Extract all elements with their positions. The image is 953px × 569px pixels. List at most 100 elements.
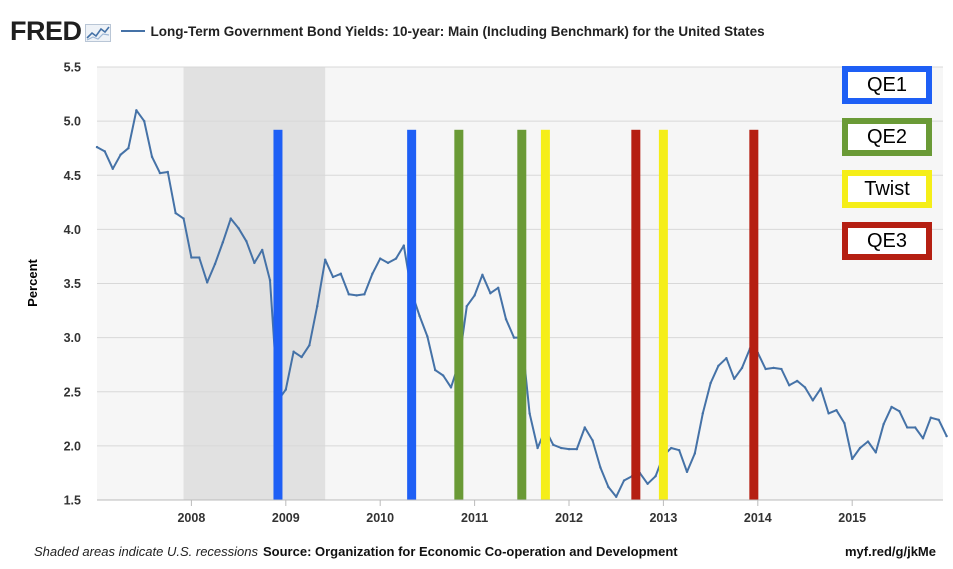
data-point: [622, 479, 626, 482]
data-point: [497, 286, 500, 290]
y-tick-label: 5.0: [64, 115, 81, 129]
data-point: [882, 423, 885, 426]
y-axis: 1.5 2.0 2.5 3.0 3.5 4.0 4.5 5.0 5.5: [64, 61, 81, 508]
data-point: [599, 466, 602, 469]
data-point: [504, 318, 508, 321]
program-markers: [273, 129, 759, 500]
data-point: [166, 170, 169, 174]
data-point: [386, 261, 390, 265]
data-point: [150, 155, 154, 159]
data-point: [512, 336, 516, 339]
source-note: Source: Organization for Economic Co-ope…: [263, 544, 678, 559]
data-point: [158, 171, 162, 175]
data-point: [567, 447, 571, 451]
data-point: [135, 109, 138, 112]
data-point: [536, 446, 539, 450]
legend-box-qe1: QE1: [842, 66, 932, 104]
data-point: [473, 294, 476, 297]
data-point: [481, 273, 484, 277]
x-tick-label: 2012: [555, 511, 583, 525]
data-point: [221, 241, 225, 244]
y-tick-label: 2.5: [64, 385, 81, 399]
data-point: [913, 426, 917, 429]
data-point: [575, 447, 579, 451]
data-point: [237, 227, 240, 230]
y-tick-label: 4.0: [64, 223, 81, 237]
data-point: [733, 377, 736, 380]
data-point: [709, 381, 712, 385]
data-point: [528, 412, 531, 415]
data-point: [552, 443, 555, 446]
legend-box-qe2: QE2: [842, 118, 932, 156]
data-point: [119, 153, 122, 156]
y-tick-label: 4.5: [64, 169, 81, 183]
program-marker-qe1: [407, 129, 417, 500]
legend-box-qe3: QE3: [842, 222, 932, 260]
x-tick-label: 2008: [177, 511, 205, 525]
data-point: [945, 434, 948, 438]
data-point: [449, 386, 453, 389]
program-marker-twist: [540, 129, 550, 500]
legend-box-twist: Twist: [842, 170, 932, 208]
data-point: [229, 217, 232, 220]
data-point: [607, 485, 610, 489]
chart-title: Long-Term Government Bond Yields: 10-yea…: [150, 23, 765, 39]
data-point: [103, 150, 107, 153]
data-point: [906, 426, 909, 429]
data-point: [300, 355, 303, 359]
data-point: [95, 145, 99, 149]
legend-swatch: [120, 30, 145, 32]
data-point: [654, 474, 657, 478]
data-point: [795, 379, 799, 383]
data-point: [725, 356, 728, 360]
data-point: [441, 374, 445, 377]
data-point: [182, 217, 185, 220]
data-point: [890, 405, 893, 409]
data-point: [670, 446, 673, 450]
data-point: [898, 410, 901, 413]
sparkline-icon: [84, 24, 111, 42]
data-point: [646, 482, 649, 485]
x-tick-label: 2015: [838, 511, 866, 525]
data-point: [190, 256, 193, 259]
data-point: [402, 244, 405, 247]
legend-box-label: QE2: [866, 125, 908, 148]
data-point: [788, 384, 791, 387]
data-point: [205, 281, 209, 284]
data-point: [591, 439, 594, 442]
data-point: [379, 257, 382, 260]
data-point: [780, 367, 783, 371]
x-axis: 2008 2009 2010 2011 2012 2013 2014 2015: [97, 499, 943, 525]
data-point: [308, 344, 311, 347]
data-point: [772, 366, 775, 370]
data-point: [465, 305, 468, 308]
data-point: [489, 292, 492, 295]
data-point: [851, 457, 854, 461]
x-tick-label: 2013: [649, 511, 677, 525]
data-point: [394, 257, 398, 260]
data-point: [811, 399, 815, 402]
data-point: [268, 279, 272, 282]
data-point: [347, 293, 350, 296]
y-axis-label: Percent: [25, 258, 40, 306]
data-point: [693, 452, 697, 455]
fred-logo[interactable]: FRED: [10, 15, 82, 46]
data-point: [284, 388, 287, 391]
x-tick-label: 2014: [744, 511, 772, 525]
program-marker-qe2: [454, 129, 464, 500]
data-point: [143, 119, 146, 123]
short-link[interactable]: myf.red/g/jkMe: [844, 544, 936, 559]
data-point: [803, 386, 807, 389]
data-point: [434, 368, 437, 372]
y-tick-label: 5.5: [64, 61, 81, 75]
data-point: [331, 275, 335, 279]
data-point: [929, 416, 933, 419]
recession-note: Shaded areas indicate U.S. recessions: [34, 544, 259, 559]
x-tick-label: 2011: [461, 511, 488, 525]
data-point: [921, 437, 925, 440]
data-point: [858, 446, 862, 450]
data-point: [426, 335, 429, 338]
data-point: [615, 495, 618, 498]
program-marker-qe2: [517, 129, 527, 500]
data-point: [261, 248, 264, 252]
